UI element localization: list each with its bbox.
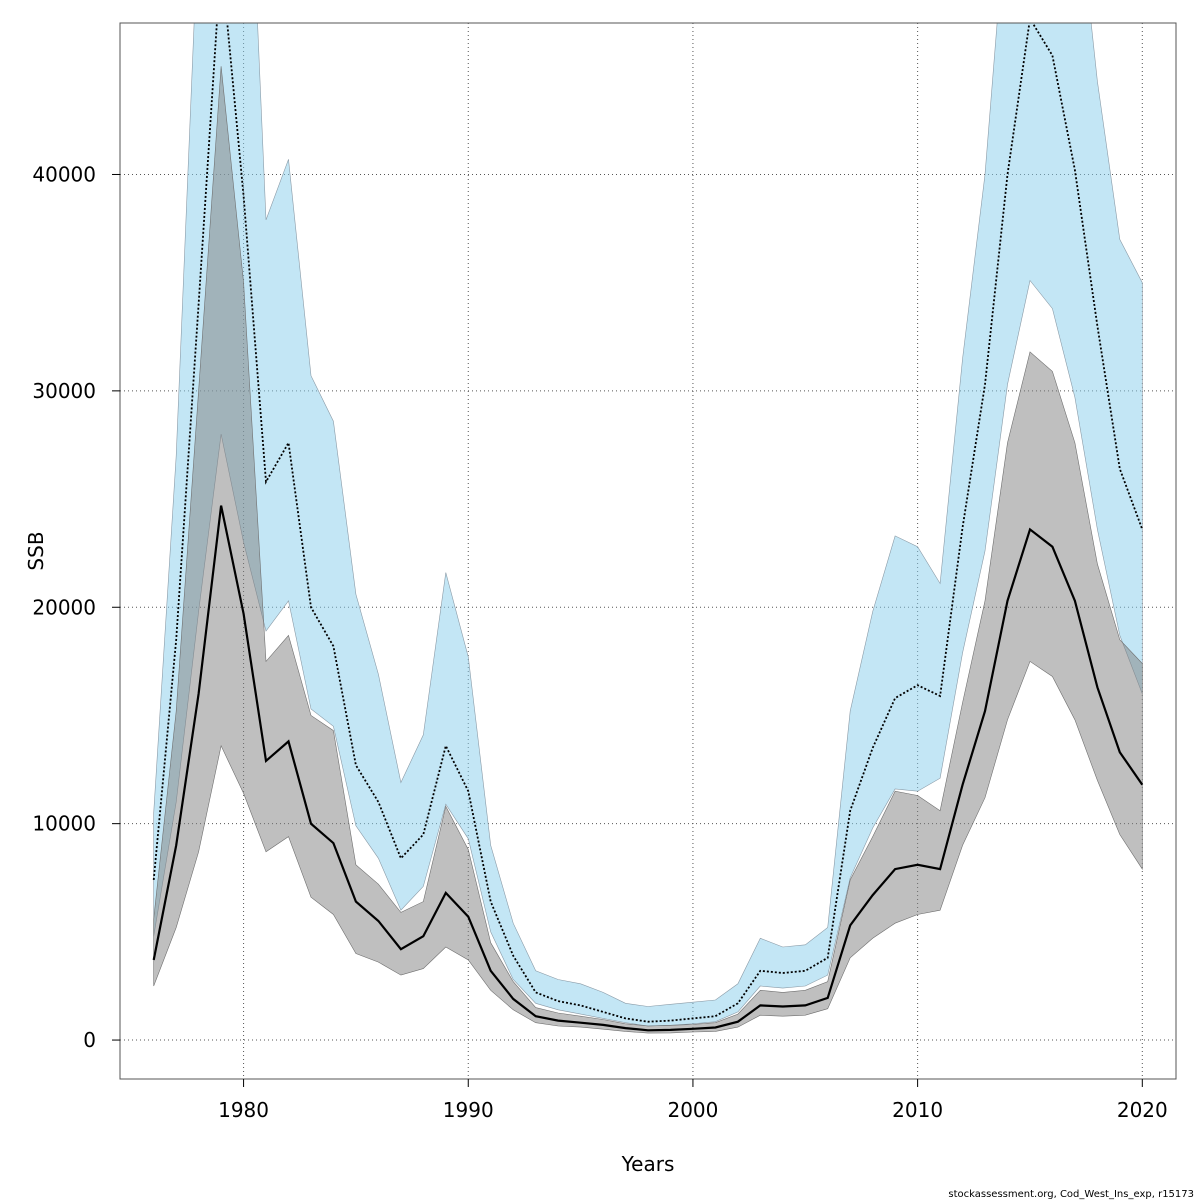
y-tick-label-40000: 40000 [32, 162, 96, 186]
y-tick-label-10000: 10000 [32, 812, 96, 836]
x-tick-label-2020: 2020 [1117, 1098, 1168, 1122]
x-tick-label-2010: 2010 [892, 1098, 943, 1122]
confidence-bands [153, 23, 1143, 1034]
axes: 1980 1990 2000 2010 2020 0 10000 20000 30000 4000… [32, 162, 1167, 1122]
x-tick-label-2000: 2000 [667, 1098, 718, 1122]
estimate-lines [152, 23, 1144, 1032]
dotted-estimate-line [152, 23, 1144, 1023]
solid-estimate-line [152, 505, 1144, 1032]
y-tick-label-30000: 30000 [32, 379, 96, 403]
y-axis-title: SSB [24, 531, 48, 570]
x-axis-title: Years [621, 1152, 675, 1176]
plot-frame [119, 22, 1177, 1080]
grey-confidence-band [153, 66, 1143, 1034]
y-tick-label-20000: 20000 [32, 595, 96, 619]
credit-text: stockassessment.org, Cod_West_Ins_exp, r… [948, 1189, 1194, 1200]
y-tick-label-0: 0 [83, 1028, 96, 1052]
x-tick-label-1990: 1990 [443, 1098, 494, 1122]
x-tick-label-1980: 1980 [218, 1098, 269, 1122]
